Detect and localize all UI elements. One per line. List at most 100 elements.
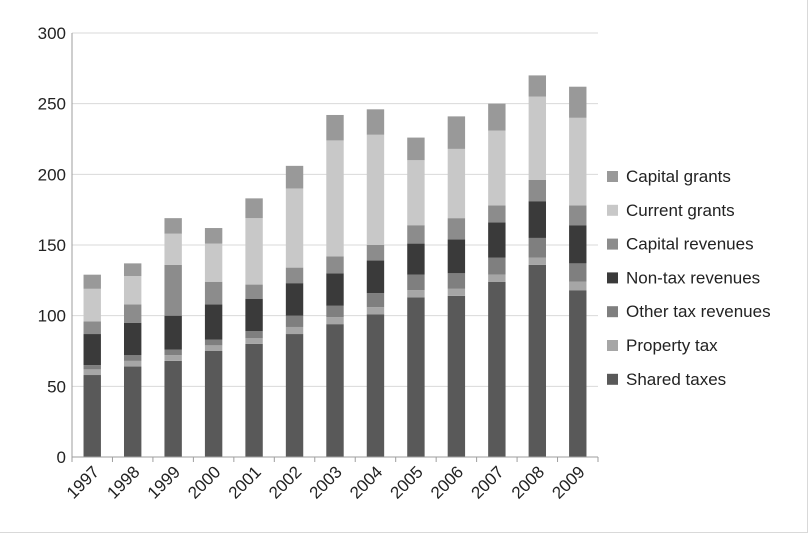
bar-segment <box>407 243 425 275</box>
legend-swatch <box>607 340 618 351</box>
bar-segment <box>164 360 182 457</box>
x-tick-label: 2008 <box>508 462 548 502</box>
bar-segment <box>164 315 182 350</box>
bar-segment <box>326 324 344 457</box>
bar-segment <box>407 225 425 244</box>
legend-label: Other tax revenues <box>626 302 771 321</box>
bar-segment <box>488 257 506 275</box>
x-tick-label: 1998 <box>103 462 143 502</box>
legend-swatch <box>607 373 618 385</box>
bar-segment <box>123 304 142 323</box>
bar-segment <box>569 263 587 282</box>
bar-segment <box>285 334 304 457</box>
bar-segment <box>204 339 223 346</box>
bar-segment <box>528 96 547 180</box>
bar-segment <box>447 288 466 296</box>
x-tick-label: 2009 <box>548 462 588 502</box>
bar-segment <box>164 218 182 234</box>
bar-segment <box>164 355 182 361</box>
bar-segment <box>366 314 385 457</box>
legend-label: Property tax <box>626 336 718 355</box>
bar-segment <box>245 218 263 285</box>
bar-segment <box>528 75 547 97</box>
bar-segment <box>326 256 344 274</box>
bar-segment <box>83 288 101 322</box>
bar-segment <box>204 345 223 351</box>
y-tick-label: 0 <box>57 448 66 467</box>
bar-segment <box>447 295 466 457</box>
bar-segment <box>285 267 304 284</box>
bar-segment <box>164 233 182 265</box>
legend-item: Capital grants <box>607 167 731 186</box>
legend-label: Non-tax revenues <box>626 268 760 287</box>
x-tick-label: 2003 <box>306 462 346 502</box>
bar-segment <box>407 297 425 457</box>
bar-segment <box>245 331 263 339</box>
y-tick-label: 100 <box>38 307 66 326</box>
bar-segment <box>488 130 506 206</box>
bar-segment <box>366 260 385 294</box>
bar-segment <box>488 274 506 282</box>
legend-item: Other tax revenues <box>607 302 771 321</box>
legend-label: Capital revenues <box>626 235 754 254</box>
legend-item: Capital revenues <box>607 235 754 254</box>
bar-segment <box>285 326 304 335</box>
y-tick-label: 300 <box>38 24 66 43</box>
bar-segment <box>245 198 263 219</box>
bar-segment <box>123 360 142 367</box>
bar-segment <box>326 305 344 318</box>
bar-segment <box>326 114 344 141</box>
bar-segment <box>245 284 263 299</box>
bar-segment <box>569 86 587 118</box>
x-tick-label: 2005 <box>387 462 427 502</box>
bar-segment <box>285 283 304 316</box>
bar-segment <box>204 228 223 244</box>
bar-segment <box>366 307 385 315</box>
bar-segment <box>326 317 344 325</box>
bar-segment <box>164 349 182 356</box>
bar-segment <box>123 263 142 277</box>
bar-segment <box>245 298 263 332</box>
x-tick-label: 1997 <box>63 462 103 502</box>
x-tick-label: 2006 <box>427 462 467 502</box>
x-tick-label: 2001 <box>225 462 265 502</box>
x-tick-label: 2007 <box>467 462 507 502</box>
bar-segment <box>407 290 425 298</box>
bars <box>83 75 587 457</box>
bar-segment <box>407 137 425 161</box>
bar-segment <box>123 355 142 361</box>
legend-label: Capital grants <box>626 167 731 186</box>
bar-segment <box>528 264 547 457</box>
legend-swatch <box>607 306 618 318</box>
x-tick-label: 2000 <box>184 462 224 502</box>
bar-segment <box>83 375 101 457</box>
legend-swatch <box>607 204 618 216</box>
legend-label: Shared taxes <box>626 370 726 389</box>
bar-segment <box>569 281 587 291</box>
x-tick-labels: 1997 1998 1999 2000 2001 2002 2003 2004 2005 2006… <box>63 462 589 502</box>
bar-segment <box>488 222 506 258</box>
bar-segment <box>569 225 587 264</box>
bar-segment <box>123 276 142 305</box>
legend-item: Shared taxes <box>607 370 726 389</box>
bar-segment <box>285 315 304 327</box>
y-tick-labels: 0 50 100 150 200 250 300 <box>38 24 66 467</box>
y-tick-label: 200 <box>38 165 66 184</box>
bar-segment <box>366 134 385 245</box>
bar-segment <box>204 281 223 305</box>
bar-segment <box>83 334 101 366</box>
bar-segment <box>366 293 385 308</box>
bar-segment <box>528 257 547 265</box>
bar-segment <box>123 366 142 457</box>
bar-segment <box>204 351 223 457</box>
bar-segment <box>569 290 587 457</box>
bar-segment <box>204 304 223 340</box>
y-tick-label: 50 <box>47 377 66 396</box>
bar-segment <box>569 117 587 206</box>
bar-segment <box>488 281 506 457</box>
bar-segment <box>528 179 547 202</box>
bar-segment <box>447 273 466 289</box>
axes <box>71 33 599 462</box>
